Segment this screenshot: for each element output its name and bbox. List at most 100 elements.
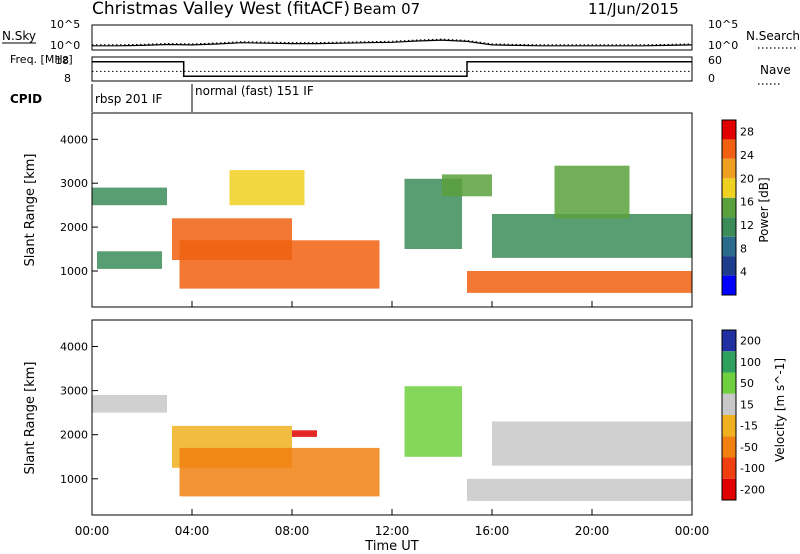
freq-label: Freq. [MHz]	[10, 53, 73, 66]
scatter-patch	[229, 170, 305, 206]
colorbar-segment	[722, 217, 736, 237]
colorbar-segment	[722, 436, 736, 458]
scatter-patch	[97, 251, 162, 269]
colorbar-segment	[722, 415, 736, 437]
y-tick-label: 1000	[60, 473, 88, 486]
colorbar-tick-label: -50	[740, 441, 758, 454]
power-ylabel: Slant Range [km]	[23, 154, 38, 267]
cpid-segment-1: rbsp 201 IF	[95, 92, 162, 106]
colorbar-tick-label: 24	[740, 149, 754, 162]
scatter-patch	[442, 174, 492, 197]
beam-label: Beam 07	[353, 0, 420, 18]
x-tick-label: 20:00	[575, 524, 610, 538]
power-yticks: 1000 2000 3000 4000	[60, 133, 98, 278]
y-tick-label: 4000	[60, 133, 88, 146]
noise-right-tick-top: 10^5	[708, 18, 738, 31]
freq-series-line	[92, 61, 692, 77]
noise-left-tick-top: 10^5	[50, 18, 80, 31]
x-axis-ticks: 00:00 04:00 08:00 12:00 16:00 20:00 00:00	[75, 301, 710, 538]
colorbar-tick-label: 200	[740, 335, 761, 348]
cpid-panel: CPID rbsp 201 IF normal (fast) 151 IF	[10, 84, 314, 112]
y-tick-label: 4000	[60, 341, 88, 354]
x-tick-label: 16:00	[475, 524, 510, 538]
freq-panel-frame	[91, 56, 693, 82]
colorbar-segment	[722, 330, 736, 352]
velocity-ylabel: Slant Range [km]	[23, 362, 38, 475]
noise-left-tick-bottom: 10^0	[50, 39, 80, 52]
scatter-patch	[554, 165, 630, 219]
freq-left-tick-top: 18	[55, 54, 69, 67]
colorbar-tick-label: 4	[740, 266, 747, 279]
scatter-patch	[467, 271, 692, 293]
colorbar-segment	[722, 178, 736, 198]
colorbar-segment	[722, 120, 736, 140]
nsky-label: N.Sky	[2, 29, 36, 43]
noise-panel: N.Sky 10^5 10^0 10^5 10^0 N.Search	[2, 18, 800, 52]
x-tick-label: 12:00	[375, 524, 410, 538]
colorbar-segment	[722, 139, 736, 159]
velocity-colorbar-label: Velocity [m s^-1]	[773, 358, 787, 462]
y-tick-label: 2000	[60, 221, 88, 234]
colorbar-tick-label: 12	[740, 219, 754, 232]
colorbar-segment	[722, 197, 736, 218]
velocity-yticks: 1000 2000 3000 4000	[60, 341, 98, 486]
freq-left-tick-bottom: 8	[64, 72, 71, 85]
power-panel: 1000 2000 3000 4000 Slant Range [km] 4 8 12 16…	[23, 112, 771, 308]
freq-panel: Freq. [MHz] 18 8 60 0 Nave	[10, 53, 791, 85]
x-tick-label: 08:00	[275, 524, 310, 538]
x-tick-label: 04:00	[175, 524, 210, 538]
colorbar-segment	[722, 351, 736, 373]
colorbar-segment	[722, 275, 736, 295]
colorbar-segment	[722, 457, 736, 479]
nave-label: Nave	[760, 63, 791, 77]
cpid-label: CPID	[10, 92, 42, 106]
colorbar-segment	[722, 158, 736, 179]
colorbar-tick-label: 20	[740, 172, 754, 185]
colorbar-segment	[722, 256, 736, 276]
nave-right-tick-top: 60	[708, 54, 722, 67]
cpid-segment-2: normal (fast) 151 IF	[195, 84, 314, 98]
velocity-colorbar: 200 100 50 15 -15 -50 -100 -200	[721, 329, 765, 501]
y-tick-label: 2000	[60, 429, 88, 442]
date-label: 11/Jun/2015	[588, 0, 679, 18]
velocity-panel: 1000 2000 3000 4000 Slant Range [km] 200 100…	[23, 319, 787, 516]
y-tick-label: 1000	[60, 265, 88, 278]
colorbar-tick-label: 100	[740, 356, 761, 369]
nsearch-label: N.Search	[746, 29, 800, 43]
scatter-patch	[92, 187, 167, 206]
colorbar-tick-label: 16	[740, 196, 754, 209]
scatter-patch	[404, 386, 462, 457]
colorbar-tick-label: 8	[740, 242, 747, 255]
y-tick-label: 3000	[60, 177, 88, 190]
scatter-patch	[179, 240, 380, 289]
station-title: Christmas Valley West (fitACF)	[92, 0, 350, 19]
scatter-patch	[492, 421, 692, 466]
colorbar-tick-label: -100	[740, 462, 765, 475]
colorbar-tick-label: 50	[740, 377, 754, 390]
velocity-data	[92, 386, 692, 501]
colorbar-tick-label: -200	[740, 483, 765, 496]
y-tick-label: 3000	[60, 385, 88, 398]
nave-right-tick-bottom: 0	[708, 72, 715, 85]
colorbar-tick-label: 15	[740, 398, 754, 411]
scatter-patch	[179, 447, 380, 497]
nsky-series-line	[92, 39, 693, 47]
x-axis-label: Time UT	[364, 539, 418, 554]
x-tick-label: 00:00	[675, 524, 710, 538]
colorbar-segment	[722, 236, 736, 257]
power-data	[92, 165, 692, 293]
scatter-patch	[492, 214, 692, 258]
power-colorbar: 4 8 12 16 20 24 28	[721, 119, 754, 296]
colorbar-segment	[722, 372, 736, 394]
power-colorbar-label: Power [dB]	[757, 177, 771, 242]
noise-panel-frame	[91, 24, 693, 51]
colorbar-segment	[722, 478, 736, 501]
scatter-patch	[92, 395, 167, 413]
colorbar-segment	[722, 393, 736, 416]
colorbar-tick-label: 28	[740, 126, 754, 139]
colorbar-tick-label: -15	[740, 420, 758, 433]
noise-right-tick-bottom: 10^0	[708, 39, 738, 52]
nsearch-series-line	[92, 38, 693, 46]
x-tick-label: 00:00	[75, 524, 110, 538]
